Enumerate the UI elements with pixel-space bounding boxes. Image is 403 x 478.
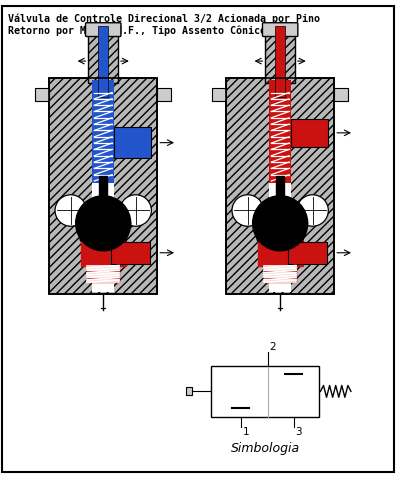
Circle shape (55, 195, 87, 226)
Bar (226, 78, 334, 294)
Circle shape (76, 196, 131, 251)
Text: 1: 1 (243, 427, 249, 437)
Bar (276, 176, 284, 230)
Bar (92, 80, 114, 183)
Bar (87, 266, 119, 282)
Circle shape (232, 195, 264, 226)
Bar (49, 78, 157, 294)
Bar (258, 241, 303, 266)
Bar (186, 388, 192, 395)
Bar (275, 26, 285, 98)
Bar (266, 33, 295, 83)
Bar (334, 87, 348, 101)
Text: Simbologia: Simbologia (231, 443, 300, 456)
Bar (111, 242, 150, 263)
Bar (288, 242, 327, 263)
Bar (49, 78, 157, 294)
Bar (89, 33, 118, 83)
Bar (291, 119, 328, 147)
Polygon shape (253, 223, 307, 241)
Polygon shape (76, 223, 131, 241)
Text: 2: 2 (270, 342, 276, 352)
FancyBboxPatch shape (262, 23, 298, 36)
Circle shape (297, 195, 328, 226)
Bar (212, 87, 226, 101)
Bar (157, 87, 171, 101)
Text: 3: 3 (295, 427, 302, 437)
Bar (99, 176, 107, 230)
Bar (114, 127, 152, 158)
Bar (211, 366, 320, 417)
Bar (269, 80, 291, 292)
Bar (98, 26, 108, 98)
FancyBboxPatch shape (85, 23, 121, 36)
Bar (92, 80, 114, 292)
Bar (264, 266, 296, 282)
Circle shape (253, 196, 307, 251)
Text: Retorno por Mola, N.F., Tipo Assento Cônico: Retorno por Mola, N.F., Tipo Assento Côn… (8, 26, 266, 36)
Circle shape (120, 195, 152, 226)
Bar (35, 87, 49, 101)
Bar (226, 78, 334, 294)
Bar (81, 241, 126, 266)
Bar (269, 80, 291, 183)
Text: Válvula de Controle Direcional 3/2 Acionada por Pino: Válvula de Controle Direcional 3/2 Acion… (8, 14, 320, 24)
